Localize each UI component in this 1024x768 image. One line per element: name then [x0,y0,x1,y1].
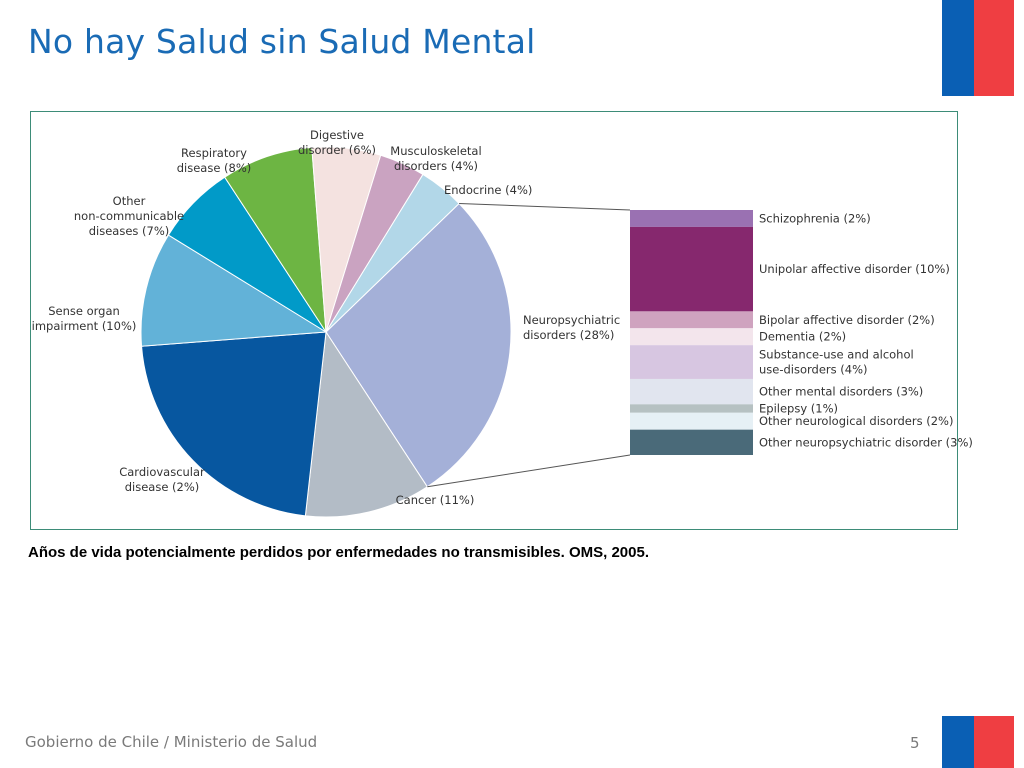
pie-label-respiratory-disease: Respiratory disease (8%) [177,146,252,175]
bar-label-other-neurological-disorders: Other neurological disorders (2%) [759,414,953,428]
pie-label-other-non-communicable-diseases-line: non-communicable [74,209,184,223]
pie-label-other-non-communicable-diseases-line: Other [113,194,146,208]
bar-segment-epilepsy [630,404,753,413]
pie-label-cancer-line: Cancer (11%) [396,493,475,507]
pie-label-musculoskeletal-disorders: Musculoskeletal disorders (4%) [390,144,481,173]
bar-segment-dementia [630,328,753,346]
bar-label-other-mental-disorders-line: Other mental disorders (3%) [759,385,923,399]
bar-label-dementia-line: Dementia (2%) [759,330,846,344]
bar-segment-bipolar-affective-disorder [630,311,753,329]
pie-label-other-non-communicable-diseases-line: diseases (7%) [89,224,170,238]
pie-label-musculoskeletal-disorders-line: Musculoskeletal [390,144,481,158]
pie-label-neuropsychiatric-disorders-line: disorders (28%) [523,328,614,342]
footer-text: Gobierno de Chile / Ministerio de Salud [25,733,318,751]
bar-label-substance-use-and-alcohol-use-disorders-line: Substance-use and alcohol [759,348,914,362]
connector-line-bottom [427,454,631,488]
pie-slice-endocrine [325,173,460,333]
flag-red-stripe [974,0,1014,96]
pie-label-cardiovascular-disease: Cardiovascular disease (2%) [119,465,205,494]
figure-frame [30,111,958,530]
chile-flag-top [942,0,1014,96]
bar-label-other-neuropsychiatric-disorder-line: Other neuropsychiatric disorder (3%) [759,435,973,449]
bar-segment-schizophrenia [630,210,753,227]
bar-label-other-mental-disorders: Other mental disorders (3%) [759,385,923,399]
pie-label-neuropsychiatric-disorders-line: Neuropsychiatric [523,313,620,327]
bar-label-epilepsy-line: Epilepsy (1%) [759,402,838,416]
pie-label-cardiovascular-disease-line: Cardiovascular [119,465,205,479]
bar-segment-other-neuropsychiatric-disorder [630,429,753,455]
pie-label-endocrine: Endocrine (4%) [444,183,532,197]
slide-title: No hay Salud sin Salud Mental [28,22,536,61]
bar-label-schizophrenia-line: Schizophrenia (2%) [759,211,871,225]
bar-label-substance-use-and-alcohol-use-disorders-line: use-disorders (4%) [759,363,868,377]
pie-slice-respiratory-disease [224,147,327,333]
bar-label-other-neuropsychiatric-disorder: Other neuropsychiatric disorder (3%) [759,435,973,449]
pie-label-cardiovascular-disease-line: disease (2%) [125,480,200,494]
connector-line-top [459,203,631,211]
bar-label-bipolar-affective-disorder-line: Bipolar affective disorder (2%) [759,313,935,327]
pie-label-digestive-disorder-line: disorder (6%) [298,143,376,157]
pie-label-digestive-disorder-line: Digestive [310,128,364,142]
pie-label-endocrine-line: Endocrine (4%) [444,183,532,197]
bar-segment-other-neurological-disorders [630,412,753,430]
pie-label-neuropsychiatric-disorders: Neuropsychiatric disorders (28%) [523,313,620,342]
pie-slice-sense-organ-impairment [140,234,328,347]
bar-label-schizophrenia: Schizophrenia (2%) [759,211,871,225]
pie-label-musculoskeletal-disorders-line: disorders (4%) [394,159,478,173]
page-number: 5 [910,734,920,752]
bar-segment-substance-use-and-alcohol-use-disorders [630,345,753,379]
pie-label-sense-organ-impairment-line: Sense organ [48,304,120,318]
bar-label-unipolar-affective-disorder-line: Unipolar affective disorder (10%) [759,262,950,276]
pie-slice-cancer [304,330,428,518]
pie-slice-cardiovascular-disease [141,331,327,517]
bar-label-other-neurological-disorders-line: Other neurological disorders (2%) [759,414,953,428]
pie-slice-neuropsychiatric-disorders [325,202,512,488]
figure-caption: Años de vida potencialmente perdidos por… [28,544,650,561]
bar-segment-other-mental-disorders [630,378,753,405]
pie-label-sense-organ-impairment: Sense organ impairment (10%) [32,304,137,333]
bar-segment-unipolar-affective-disorder [630,226,753,312]
bar-label-epilepsy: Epilepsy (1%) [759,402,838,416]
pie-label-digestive-disorder: Digestive disorder (6%) [298,128,376,157]
pie-label-sense-organ-impairment-line: impairment (10%) [32,319,137,333]
pie-label-respiratory-disease-line: Respiratory [181,146,247,160]
flag-red-stripe [974,716,1014,768]
pie-label-other-non-communicable-diseases: Other non-communicable diseases (7%) [74,194,184,238]
bar-label-unipolar-affective-disorder: Unipolar affective disorder (10%) [759,262,950,276]
flag-blue-stripe [942,716,974,768]
bar-label-bipolar-affective-disorder: Bipolar affective disorder (2%) [759,313,935,327]
pie-label-respiratory-disease-line: disease (8%) [177,161,252,175]
bar-label-dementia: Dementia (2%) [759,330,846,344]
chile-flag-bottom [942,716,1014,768]
pie-label-cancer: Cancer (11%) [396,493,475,507]
bar-label-substance-use-and-alcohol-use-disorders: Substance-use and alcohol use-disorders (… [759,348,914,377]
flag-blue-stripe [942,0,974,96]
